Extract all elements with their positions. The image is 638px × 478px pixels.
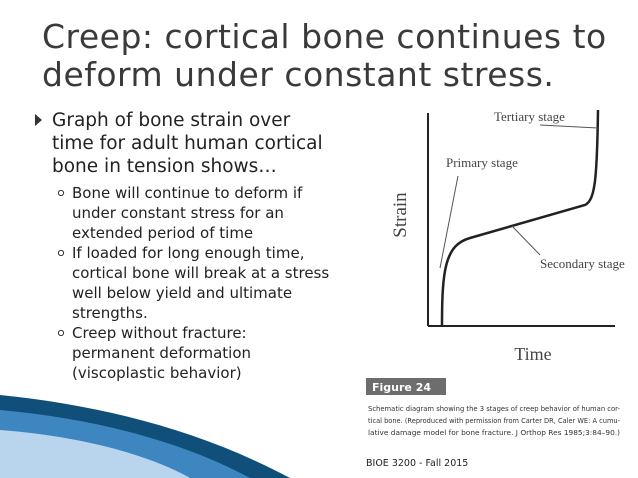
creep-curve xyxy=(440,109,600,327)
leader xyxy=(439,175,459,269)
sub-bullet-line: permanent deformation xyxy=(72,344,251,362)
sub-bullet-line: (viscoplastic behavior) xyxy=(72,364,242,382)
swoosh xyxy=(0,430,190,478)
caption: Schematic diagram showing the 3 stages o… xyxy=(368,405,620,437)
sub-bullet-line: cortical bone will break at a stress xyxy=(72,264,329,282)
sub-bullets: Bone will continue to deform if under con… xyxy=(57,184,329,382)
caption-box xyxy=(366,378,446,395)
title: Creep: cortical bone continues todeform … xyxy=(42,17,607,94)
figure: Strain Time Tertiary stage Primary stage… xyxy=(366,109,625,437)
stage-label: Secondary stage xyxy=(540,256,625,271)
x-label: Time xyxy=(514,344,551,364)
sub-bullet-dot xyxy=(57,249,65,257)
sub-bullet-line: under constant stress for an xyxy=(72,204,284,222)
sub-bullet-dot xyxy=(57,189,65,197)
leader xyxy=(539,124,599,129)
stage-label: Tertiary stage xyxy=(494,109,565,124)
stage-label: Primary stage xyxy=(446,155,518,170)
sub-bullet-line: Creep without fracture: xyxy=(72,324,247,342)
bullet-line: bone in tension shows… xyxy=(52,156,277,177)
caption-line: Schematic diagram showing the 3 stages o… xyxy=(368,405,620,413)
bullet-arrow xyxy=(35,114,42,126)
sub-bullet-line: extended period of time xyxy=(72,224,253,242)
footer: BIOE 3200 - Fall 2015 xyxy=(366,458,468,469)
sub-bullet-line: If loaded for long enough time, xyxy=(72,244,304,262)
caption-line: lative damage model for bone fracture. J… xyxy=(368,429,620,437)
title-line: deform under constant stress. xyxy=(42,55,554,94)
leader xyxy=(511,225,541,256)
sub-bullet-dot xyxy=(57,329,65,337)
caption-title: Figure 24 xyxy=(372,381,431,394)
sub-bullet-line: strengths. xyxy=(72,304,148,322)
sub-bullet-line: well below yield and ultimate xyxy=(72,284,292,302)
bullet-line: time for adult human cortical xyxy=(52,133,323,154)
sub-bullet-line: Bone will continue to deform if xyxy=(72,184,303,202)
y-label: Strain xyxy=(390,192,411,238)
title-line: Creep: cortical bone continues to xyxy=(42,17,607,56)
caption-line: tical bone. (Reproduced with permission … xyxy=(368,417,620,425)
bullet-line: Graph of bone strain over xyxy=(52,110,291,131)
